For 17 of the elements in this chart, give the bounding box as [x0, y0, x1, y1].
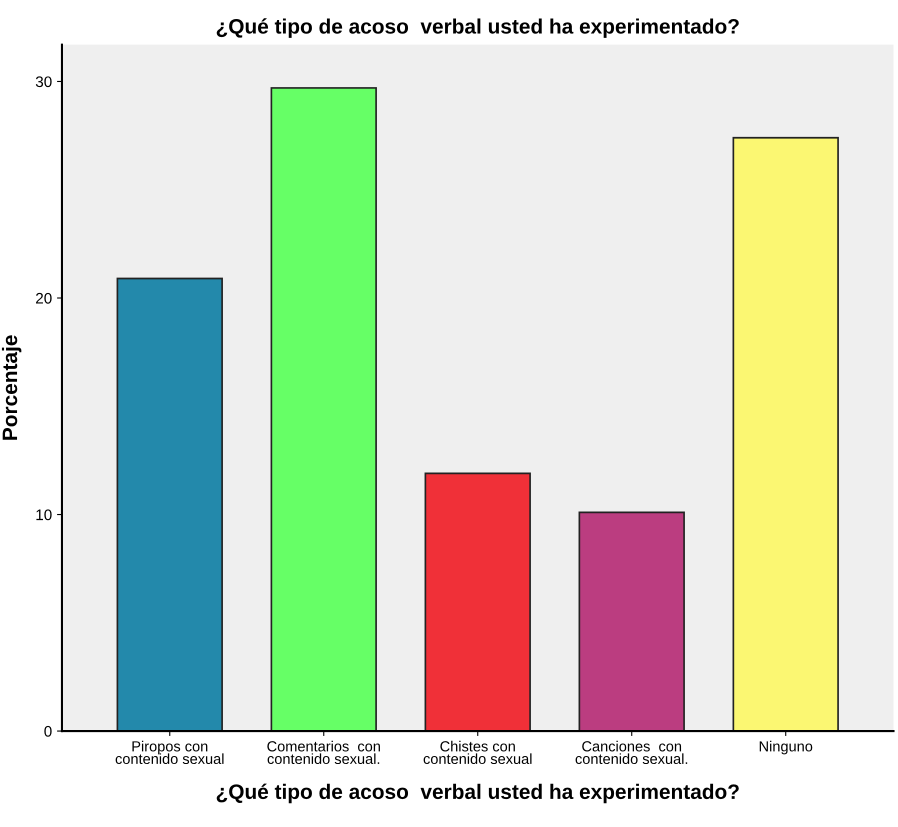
- bar: [578, 512, 685, 732]
- bar: [424, 472, 531, 732]
- bar: [270, 87, 377, 732]
- bar: [732, 136, 839, 732]
- x-axis-title: ¿Qué tipo de acoso verbal usted ha experimentado?: [216, 784, 739, 804]
- bar: [116, 278, 223, 732]
- y-tick-label: 10: [36, 509, 52, 520]
- x-tick-label: Ninguno: [760, 740, 812, 754]
- x-tick-label: Chistes con contenido sexual: [424, 740, 532, 764]
- y-axis-title: Porcentaje: [2, 335, 22, 440]
- y-tick-label: 0: [44, 726, 52, 737]
- x-tick-label: Comentarios con contenido sexual.: [267, 740, 380, 764]
- x-tick-label: Piropos con contenido sexual: [116, 740, 224, 764]
- x-tick-label: Canciones con contenido sexual.: [576, 740, 688, 764]
- chart-title: ¿Qué tipo de acoso verbal usted ha experimentado?: [216, 18, 739, 38]
- y-tick-label: 20: [36, 292, 52, 304]
- y-tick-label: 30: [36, 76, 52, 88]
